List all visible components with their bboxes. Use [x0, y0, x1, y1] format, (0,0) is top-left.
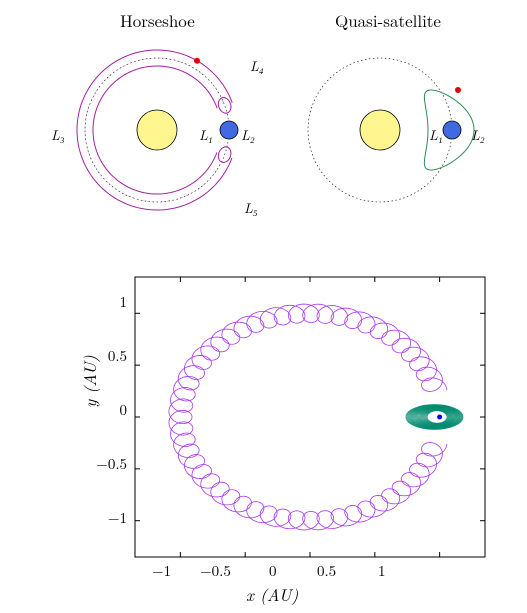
ytick-1: −0.5 — [96, 453, 127, 474]
orbit-chart — [100, 262, 500, 602]
xtick-1: −0.5 — [200, 560, 231, 581]
xtick-2: 0 — [269, 560, 277, 581]
xlabel: x (AU) — [246, 582, 298, 606]
label-L2: L₂ — [241, 125, 255, 145]
ytick-4: 1 — [119, 291, 127, 312]
quasisat-diagram — [280, 30, 495, 245]
ytick-0: −1 — [108, 507, 127, 528]
horseshoe-diagram — [50, 30, 265, 245]
title-horseshoe: Horseshoe — [120, 8, 195, 32]
label-L4: L₄ — [250, 56, 264, 76]
label-L1: L₁ — [199, 125, 213, 145]
title-quasisat: Quasi-satellite — [335, 8, 441, 32]
xtick-4: 1 — [378, 560, 386, 581]
figure-container: Horseshoe L₄ L₃ L₁ L₂ L₅ Quasi-satellite… — [0, 0, 527, 613]
label-qs-L2: L₂ — [471, 125, 485, 145]
ylabel: y (AU) — [77, 355, 101, 408]
xtick-3: 0.5 — [317, 560, 336, 581]
label-qs-L1: L₁ — [429, 125, 443, 145]
label-L3: L₃ — [51, 125, 65, 145]
ytick-2: 0 — [119, 399, 127, 420]
label-L5: L₅ — [244, 198, 258, 218]
ytick-3: 0.5 — [108, 345, 127, 366]
xtick-0: −1 — [152, 560, 171, 581]
